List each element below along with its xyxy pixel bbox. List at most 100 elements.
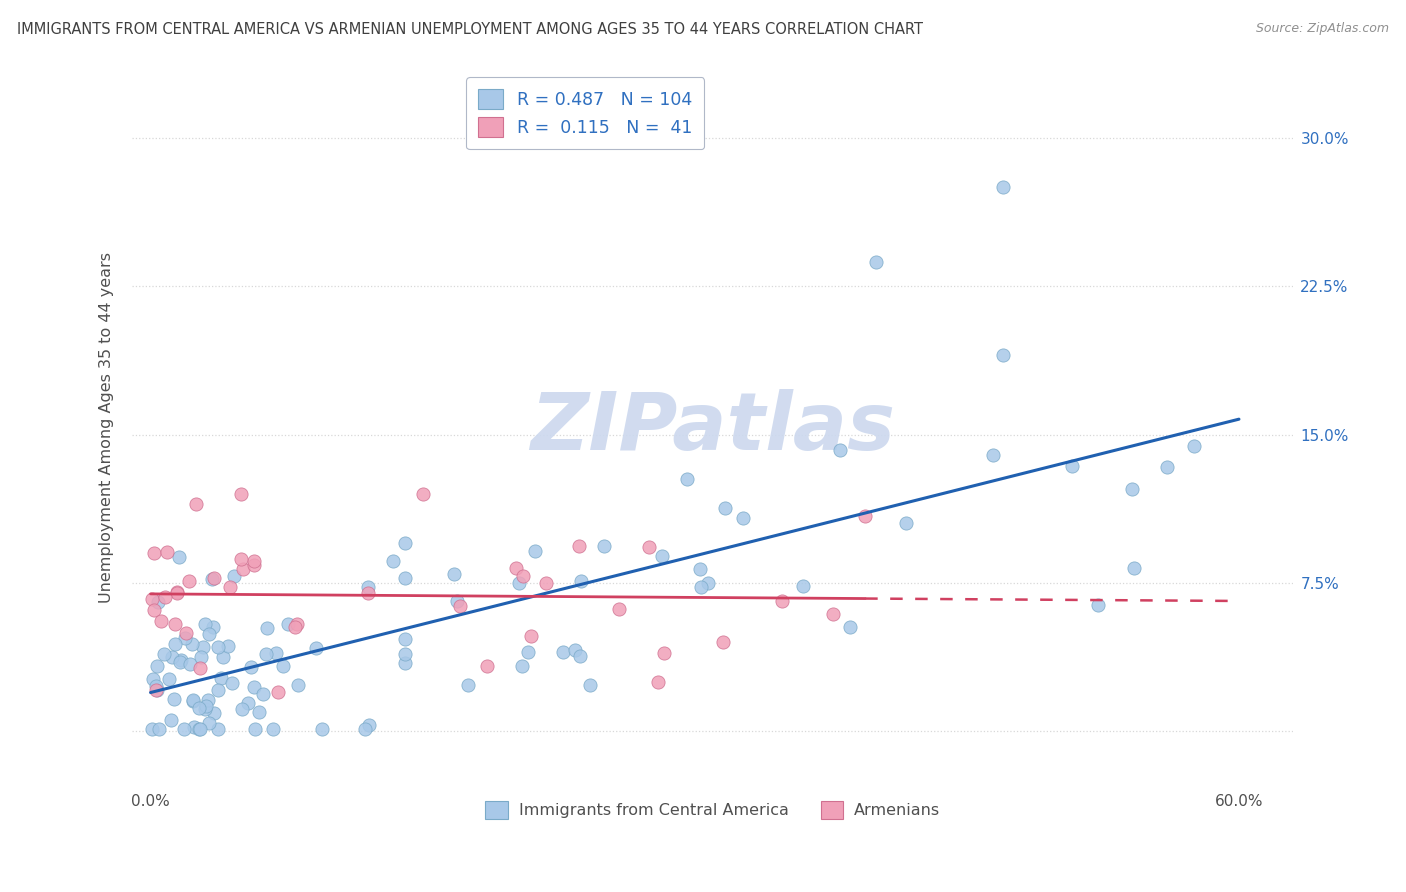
Point (277, 616, 299, 631)
Point (394, 632, 416, 646)
Point (592, 539, 614, 553)
Point (770, 594, 793, 608)
Point (217, 639, 239, 653)
Point (394, 536, 416, 550)
Point (262, 723, 284, 737)
Point (174, 626, 197, 640)
Point (183, 720, 205, 734)
Point (508, 576, 530, 591)
Point (143, 546, 166, 560)
Point (141, 592, 163, 607)
Point (165, 617, 187, 632)
Point (446, 594, 468, 608)
Point (266, 646, 288, 660)
Point (991, 348, 1014, 362)
Point (231, 552, 253, 566)
Point (209, 671, 232, 685)
Point (202, 571, 225, 585)
Text: ZIPatlas: ZIPatlas (530, 389, 896, 467)
Point (394, 647, 416, 661)
Point (156, 545, 179, 559)
Point (221, 675, 243, 690)
Point (828, 443, 851, 458)
Point (202, 620, 225, 634)
Point (207, 682, 229, 697)
Y-axis label: Unemployment Among Ages 35 to 44 years: Unemployment Among Ages 35 to 44 years (100, 252, 114, 603)
Point (231, 487, 253, 501)
Point (443, 566, 465, 581)
Point (524, 543, 547, 558)
Point (184, 497, 207, 511)
Point (232, 562, 254, 576)
Legend: Immigrants from Central America, Armenians: Immigrants from Central America, Armenia… (479, 794, 946, 825)
Point (141, 723, 163, 737)
Point (304, 641, 326, 656)
Point (394, 657, 416, 671)
Point (231, 702, 253, 716)
Point (536, 576, 558, 591)
Text: IMMIGRANTS FROM CENTRAL AMERICA VS ARMENIAN UNEMPLOYMENT AMONG AGES 35 TO 44 YEA: IMMIGRANTS FROM CENTRAL AMERICA VS ARMEN… (17, 22, 922, 37)
Point (162, 649, 184, 664)
Point (142, 672, 165, 686)
Point (252, 687, 274, 701)
Point (239, 660, 262, 674)
Point (357, 580, 380, 594)
Point (457, 678, 479, 692)
Point (568, 539, 591, 553)
Point (578, 678, 600, 692)
Point (512, 569, 534, 583)
Point (180, 637, 202, 651)
Point (198, 716, 221, 731)
Point (1182, 439, 1205, 453)
Point (287, 678, 309, 692)
Point (647, 675, 669, 690)
Point (145, 682, 167, 697)
Point (690, 580, 713, 594)
Point (187, 723, 209, 737)
Point (188, 700, 211, 714)
Point (412, 487, 434, 501)
Point (991, 180, 1014, 194)
Point (714, 501, 737, 516)
Point (865, 255, 887, 269)
Point (382, 554, 405, 568)
Point (181, 692, 204, 706)
Point (153, 591, 176, 605)
Point (273, 659, 295, 673)
Point (1062, 459, 1084, 474)
Point (167, 550, 190, 565)
Point (201, 572, 224, 586)
Point (838, 619, 860, 633)
Point (564, 642, 586, 657)
Point (256, 620, 278, 634)
Point (254, 647, 277, 661)
Point (520, 629, 543, 643)
Point (188, 661, 211, 675)
Point (149, 614, 172, 628)
Point (242, 680, 264, 694)
Text: Source: ZipAtlas.com: Source: ZipAtlas.com (1256, 22, 1389, 36)
Point (284, 620, 307, 634)
Point (207, 723, 229, 737)
Point (551, 645, 574, 659)
Point (157, 673, 180, 687)
Point (202, 706, 225, 720)
Point (1087, 598, 1109, 612)
Point (247, 706, 270, 720)
Point (146, 595, 169, 609)
Point (181, 694, 204, 708)
Point (145, 659, 167, 673)
Point (654, 646, 676, 660)
Point (357, 586, 380, 600)
Point (505, 561, 527, 575)
Point (510, 659, 533, 673)
Point (449, 599, 471, 613)
Point (211, 650, 233, 665)
Point (569, 648, 592, 663)
Point (1123, 561, 1146, 575)
Point (981, 448, 1004, 462)
Point (163, 692, 186, 706)
Point (170, 653, 193, 667)
Point (792, 579, 814, 593)
Point (689, 562, 711, 576)
